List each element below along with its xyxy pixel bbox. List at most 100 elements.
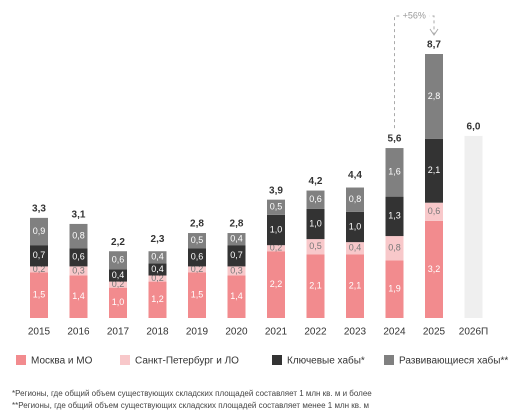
segment-label: 0,4 <box>349 243 362 253</box>
x-tick-label: 2025 <box>423 327 446 338</box>
annotation-bracket <box>394 15 435 129</box>
segment-label: 3,2 <box>428 264 441 274</box>
segment-label: 0,6 <box>112 255 125 265</box>
segment-label: 0,7 <box>230 250 243 260</box>
legend-swatch <box>272 355 282 365</box>
bar-segment <box>188 272 206 318</box>
bar-segment <box>425 220 443 318</box>
segment-label: 0,3 <box>230 265 243 275</box>
bar-segment <box>306 190 325 209</box>
legend-label: Москва и МО <box>31 356 93 367</box>
bar-segment <box>346 211 364 243</box>
annotation: +56% <box>403 10 426 20</box>
bar-segment <box>385 196 404 237</box>
segment-label: 2,8 <box>428 91 441 101</box>
segment-label: 0,2 <box>270 243 283 253</box>
segment-label: 0,8 <box>349 194 362 204</box>
bar-segment <box>346 187 364 212</box>
total-label: 8,7 <box>427 40 441 51</box>
segment-label: 1,0 <box>270 224 283 234</box>
bar-segment <box>69 248 88 267</box>
bar-segment <box>148 281 167 318</box>
segment-label: 1,3 <box>388 211 401 221</box>
segment-label: 1,5 <box>33 290 46 300</box>
x-tick-label: 2024 <box>383 327 406 338</box>
total-label: 6,0 <box>467 122 481 133</box>
bar-segment <box>30 217 48 246</box>
bar-segment <box>267 214 285 246</box>
bar-segment <box>188 233 206 249</box>
bar-segment <box>148 251 167 264</box>
segment-label: 1,4 <box>72 291 85 301</box>
legend-swatch <box>16 355 26 365</box>
annotation-arrow <box>429 28 439 36</box>
segment-label: 0,2 <box>112 279 125 289</box>
legend-label: Ключевые хабы* <box>287 355 365 367</box>
segment-label: 0,6 <box>72 252 85 262</box>
segment-label: 2,1 <box>349 281 362 291</box>
segment-label: 2,1 <box>309 281 322 291</box>
total-label: 4,2 <box>309 176 323 187</box>
segment-label: 0,5 <box>270 202 283 212</box>
segment-label: 0,4 <box>112 270 125 280</box>
bar-segment <box>306 239 325 255</box>
segment-label: 1,0 <box>349 221 362 231</box>
bar-segment <box>425 138 443 203</box>
segment-label: 0,2 <box>191 264 204 274</box>
total-label: 2,8 <box>190 219 204 230</box>
bar-segment <box>425 54 443 139</box>
bar-segment <box>148 263 167 276</box>
forecast-bar <box>464 135 483 318</box>
segment-label: 0,8 <box>72 230 85 240</box>
bar-segment <box>188 266 206 273</box>
x-tick-label: 2017 <box>107 327 130 338</box>
segment-label: 0,3 <box>72 265 85 275</box>
segment-label: 0,4 <box>151 252 164 262</box>
bar-segment <box>69 275 88 318</box>
bar-segment <box>306 254 325 318</box>
bar-segment <box>267 245 285 252</box>
legend-label: Развивающиеся хабы** <box>399 355 508 367</box>
bar-segment <box>30 266 48 273</box>
x-tick-label: 2015 <box>28 327 51 338</box>
total-label: 5,6 <box>388 134 402 145</box>
bar-segment <box>267 251 285 318</box>
bar-segment <box>30 245 48 267</box>
segment-label: 0,5 <box>191 235 204 245</box>
bar-segment <box>30 272 48 318</box>
bar-segment <box>69 223 88 249</box>
footnote: **Регионы, где общий объем существующих … <box>12 401 369 410</box>
total-label: 3,9 <box>269 185 283 196</box>
segment-label: 0,6 <box>428 206 441 216</box>
segment-label: 0,4 <box>230 233 243 243</box>
bar-segment <box>385 260 404 318</box>
total-label: 2,2 <box>111 237 125 248</box>
x-tick-label: 2023 <box>344 327 367 338</box>
legend-swatch <box>120 355 130 365</box>
segment-label: 0,8 <box>388 243 401 253</box>
bar-segment <box>109 281 127 288</box>
segment-label: 2,1 <box>428 165 441 175</box>
x-tick-label: 2016 <box>67 327 90 338</box>
segment-label: 0,2 <box>151 273 164 283</box>
x-tick-label: 2020 <box>225 327 248 338</box>
bar-segment <box>267 199 285 215</box>
annotation-bg <box>399 10 430 22</box>
segment-label: 0,4 <box>151 264 164 274</box>
total-label: 2,3 <box>151 234 165 245</box>
segment-label: 0,2 <box>33 264 46 274</box>
x-tick-label: 2018 <box>146 327 169 338</box>
segment-label: 0,9 <box>33 226 46 236</box>
bar-segment <box>109 269 127 282</box>
bar-segment <box>148 275 167 282</box>
total-label: 3,1 <box>72 210 86 221</box>
bar-segment <box>227 245 246 267</box>
bar-segment <box>346 242 364 255</box>
segment-label: 1,9 <box>388 284 401 294</box>
segment-label: 1,0 <box>309 218 322 228</box>
bar-segment <box>69 266 88 276</box>
bar-segment <box>227 266 246 276</box>
bar-segment <box>227 233 246 246</box>
segment-label: 1,0 <box>112 297 125 307</box>
segment-label: 0,6 <box>191 252 204 262</box>
